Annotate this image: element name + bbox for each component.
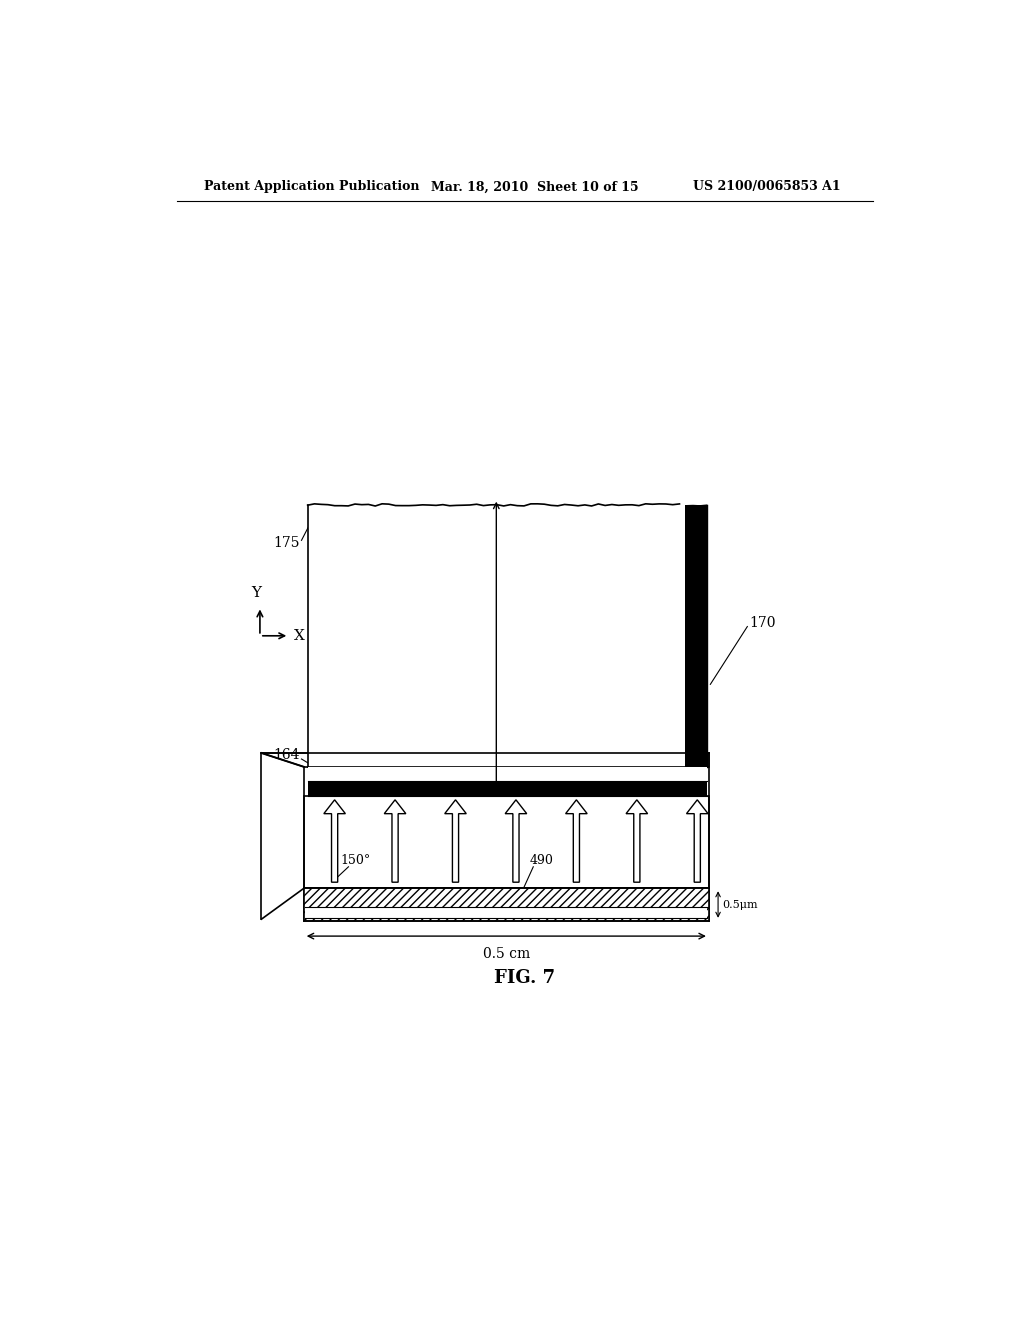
Text: 150°: 150° [341,854,371,867]
Text: 490: 490 [529,854,553,867]
Text: Patent Application Publication: Patent Application Publication [204,181,419,194]
Text: 175: 175 [273,536,300,550]
Polygon shape [686,800,708,882]
Text: Mar. 18, 2010  Sheet 10 of 15: Mar. 18, 2010 Sheet 10 of 15 [431,181,639,194]
Text: 170: 170 [749,615,775,630]
Text: Y: Y [251,586,261,601]
Polygon shape [565,800,587,882]
Bar [305,907,708,917]
Bar [307,506,685,767]
Text: 164: 164 [273,748,300,762]
Polygon shape [505,800,526,882]
Bar [304,796,709,888]
Text: US 2100/0065853 A1: US 2100/0065853 A1 [692,181,841,194]
Bar [307,780,707,796]
Text: 0.5μm: 0.5μm [722,899,758,909]
Polygon shape [384,800,406,882]
Text: X: X [294,628,305,643]
Bar [307,767,707,780]
Bar [304,888,709,921]
Polygon shape [324,800,345,882]
Text: FIG. 7: FIG. 7 [495,969,555,987]
Polygon shape [626,800,647,882]
Text: 0.5 cm: 0.5 cm [482,946,530,961]
Bar [685,506,707,767]
Polygon shape [444,800,466,882]
Polygon shape [261,752,709,767]
